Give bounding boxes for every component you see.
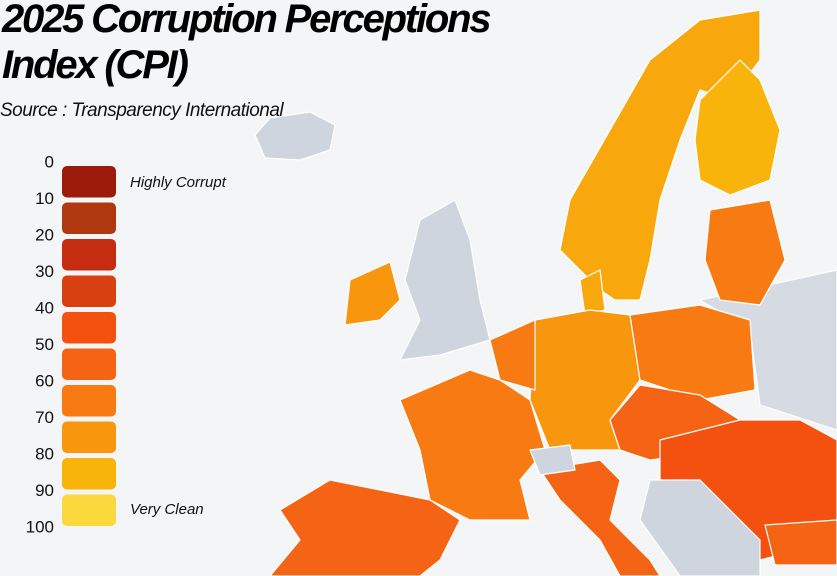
legend-swatch xyxy=(62,312,116,344)
legend-swatch xyxy=(62,421,116,453)
legend-swatch xyxy=(62,494,116,526)
legend: Highly Corrupt Very Clean 0 10 20 30 40 50 60 7… xyxy=(26,152,227,536)
iceland xyxy=(254,111,336,161)
subtitle: Source : Transparency International xyxy=(0,100,284,121)
legend-swatch xyxy=(62,385,116,417)
denmark xyxy=(579,269,606,316)
legend-swatch xyxy=(62,458,116,490)
legend-tick-label: 80 xyxy=(35,444,54,463)
france xyxy=(399,369,546,521)
ireland xyxy=(344,261,401,326)
legend-tick-label: 70 xyxy=(35,408,54,427)
legend-tick-label: 40 xyxy=(35,298,54,317)
italy xyxy=(539,459,661,576)
legend-tick-label: 10 xyxy=(35,189,54,208)
legend-swatch xyxy=(62,348,116,380)
title: 2025 Corruption Perceptions Index (CPI) xyxy=(2,0,492,87)
benelux xyxy=(489,319,536,391)
spain-portugal xyxy=(269,479,461,576)
legend-tick-label: 30 xyxy=(35,262,54,281)
legend-swatch xyxy=(62,275,116,307)
switzerland xyxy=(529,444,576,476)
legend-tick-label: 90 xyxy=(35,481,54,500)
finland xyxy=(694,59,781,196)
bulgaria xyxy=(764,519,837,566)
poland xyxy=(629,304,756,401)
legend-swatch xyxy=(62,239,116,271)
legend-tick-label: 60 xyxy=(35,371,54,390)
great-britain xyxy=(399,199,491,361)
legend-tick-label: 50 xyxy=(35,335,54,354)
balkans xyxy=(639,479,761,576)
legend-tick-label: 0 xyxy=(45,152,54,171)
legend-swatch xyxy=(62,166,116,198)
legend-tick-label: 100 xyxy=(26,517,54,536)
legend-low-label: Highly Corrupt xyxy=(130,174,227,191)
legend-swatch xyxy=(62,202,116,234)
legend-tick-label: 20 xyxy=(35,225,54,244)
legend-high-label: Very Clean xyxy=(130,501,204,518)
baltics xyxy=(704,199,786,306)
